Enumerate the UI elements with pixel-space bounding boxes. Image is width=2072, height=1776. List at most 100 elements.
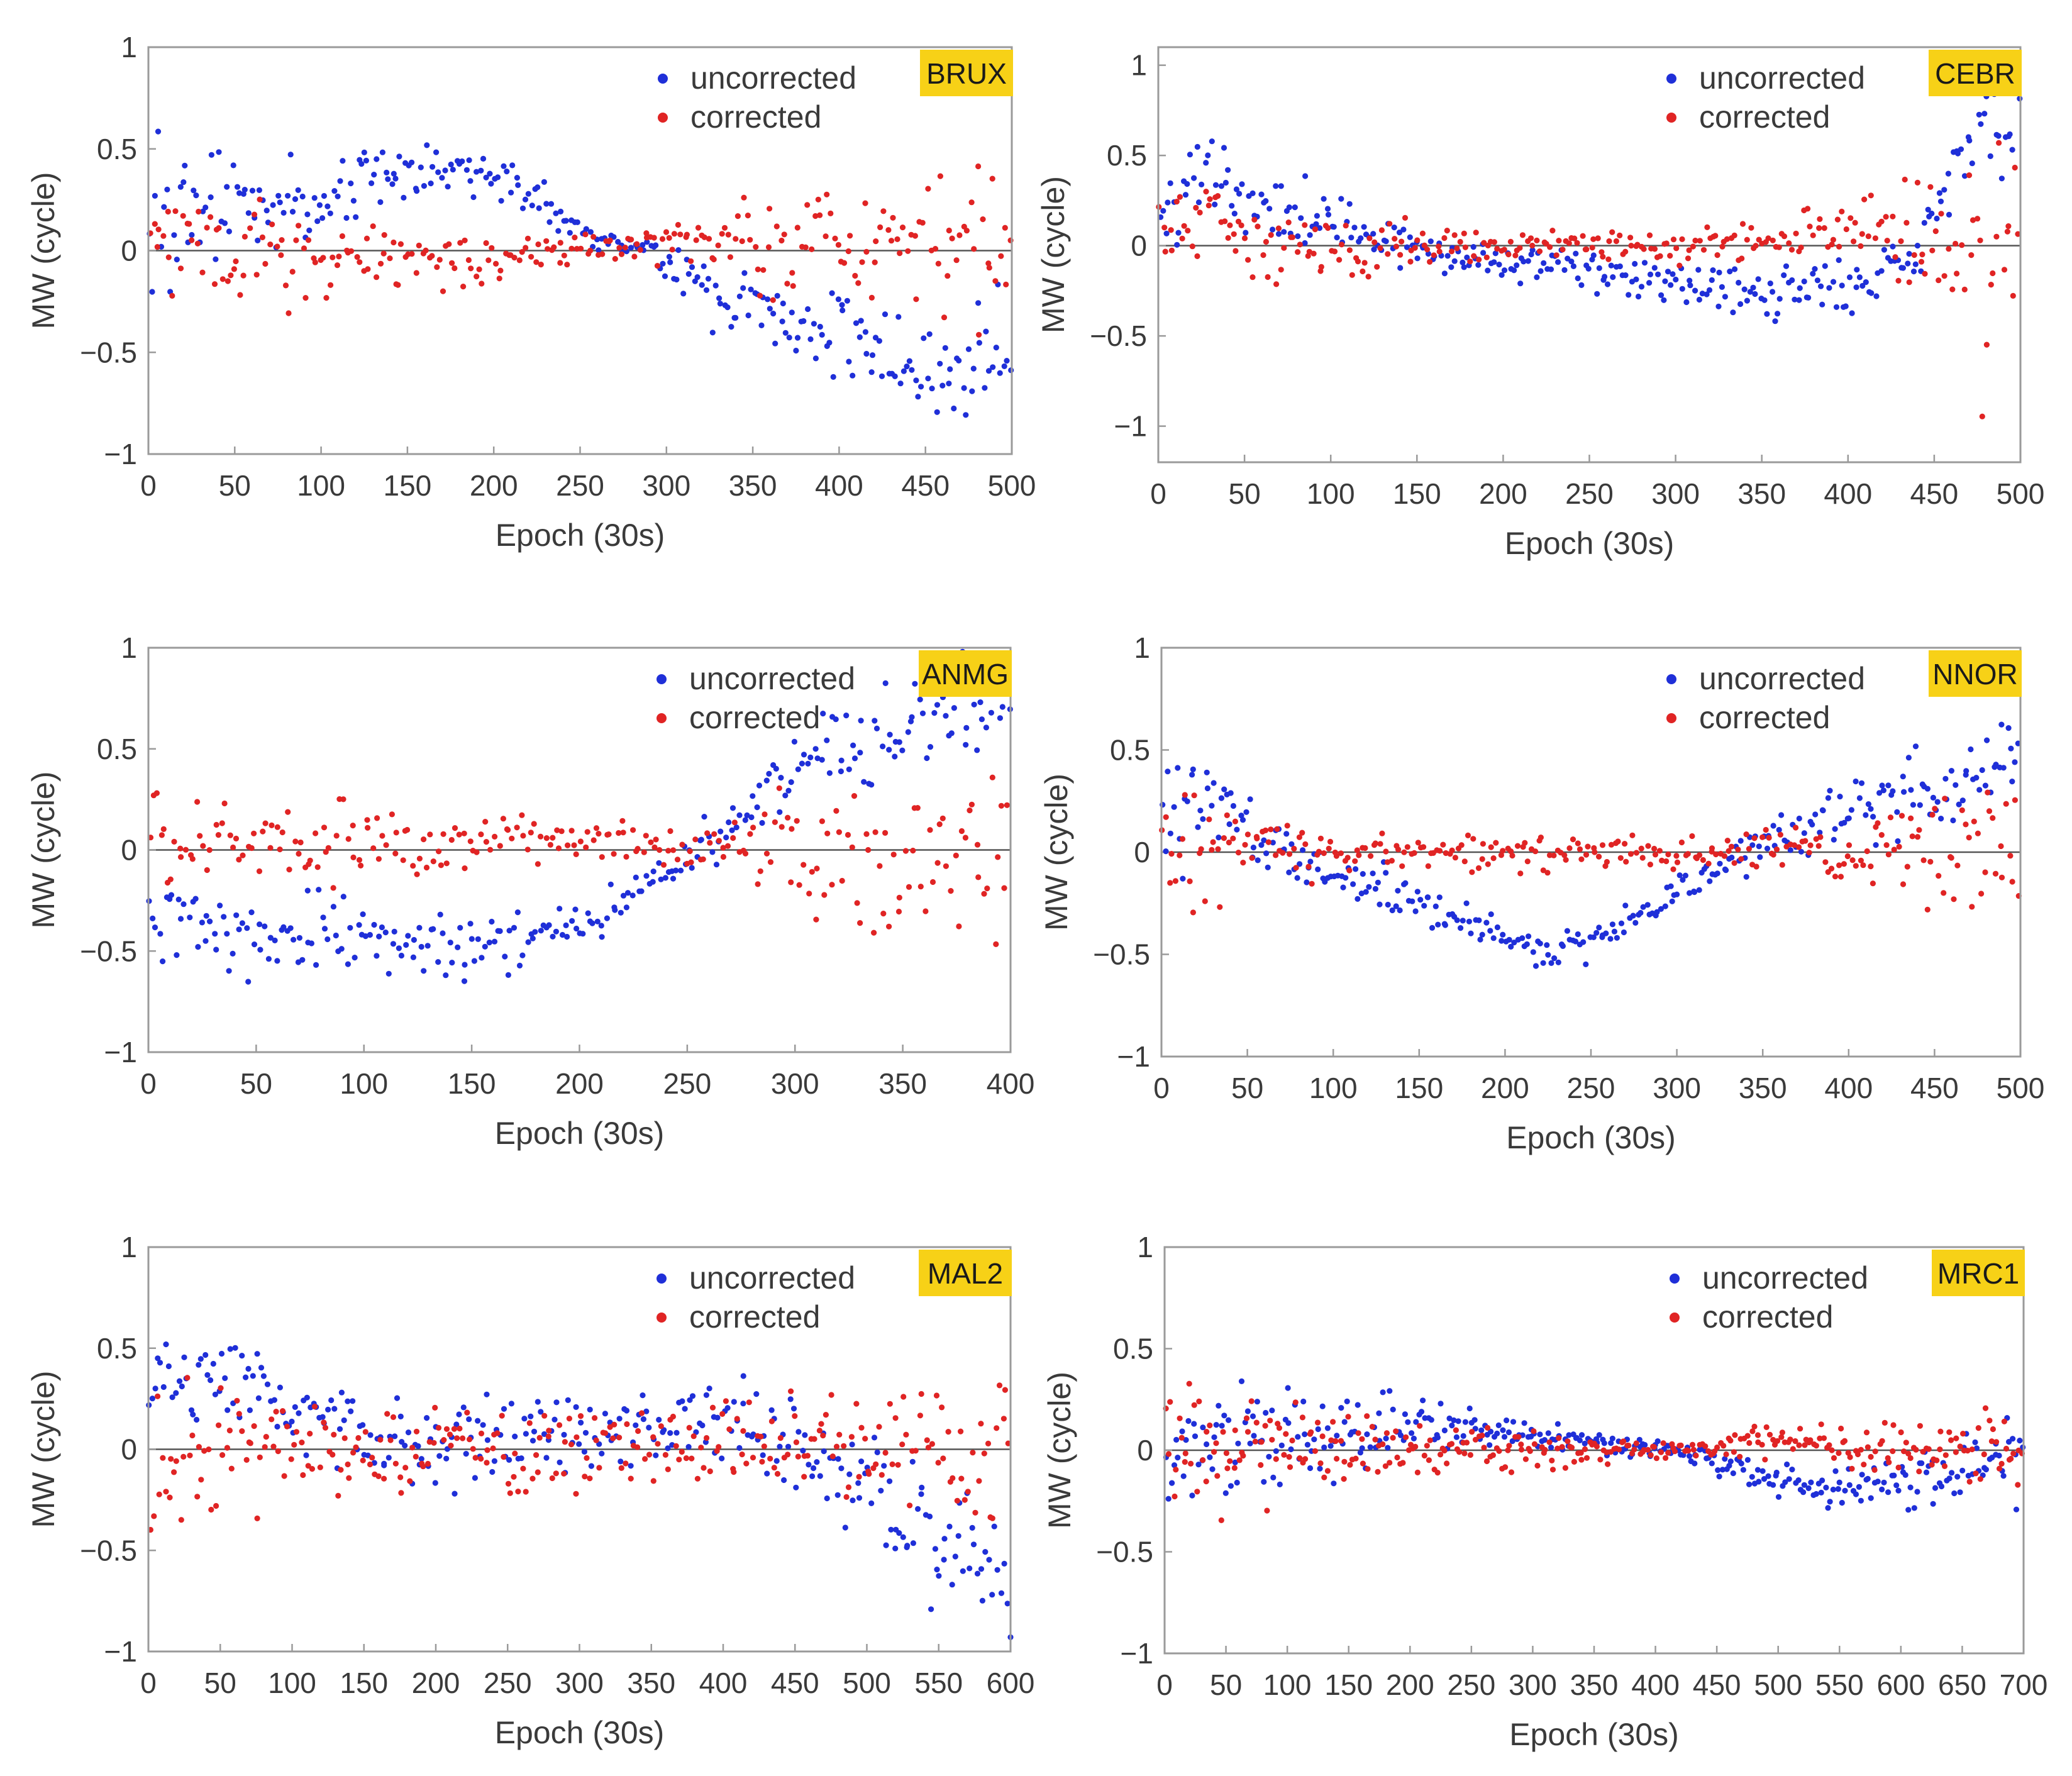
scatter-point-corrected	[956, 923, 962, 930]
scatter-point-uncorrected	[164, 186, 170, 192]
scatter-point-uncorrected	[1953, 782, 1959, 788]
scatter-point-corrected	[1424, 247, 1431, 253]
scatter-point-corrected	[910, 847, 916, 854]
scatter-point-corrected	[377, 260, 384, 267]
scatter-point-corrected	[701, 1465, 707, 1471]
scatter-point-corrected	[1440, 841, 1446, 848]
scatter-point-uncorrected	[509, 162, 516, 169]
y-tick-label: 1	[121, 31, 137, 64]
scatter-point-uncorrected	[926, 1513, 933, 1519]
scatter-point-uncorrected	[599, 934, 605, 940]
scatter-point-uncorrected	[709, 849, 716, 855]
scatter-point-corrected	[395, 282, 401, 288]
scatter-point-corrected	[331, 1431, 337, 1438]
scatter-point-uncorrected	[1405, 1419, 1411, 1425]
scatter-point-corrected	[197, 833, 203, 839]
scatter-point-corrected	[976, 331, 982, 338]
y-tick-label: 1	[1131, 49, 1147, 82]
scatter-point-corrected	[573, 851, 579, 857]
scatter-point-uncorrected	[1755, 276, 1761, 282]
scatter-point-corrected	[720, 853, 726, 860]
scatter-point-corrected	[1806, 850, 1812, 856]
scatter-point-uncorrected	[872, 718, 878, 724]
scatter-point-corrected	[1361, 260, 1368, 266]
scatter-point-uncorrected	[1500, 1427, 1506, 1433]
scatter-point-uncorrected	[484, 1391, 490, 1397]
scatter-point-corrected	[669, 247, 675, 253]
scatter-point-corrected	[1268, 232, 1274, 238]
scatter-point-uncorrected	[1578, 1432, 1585, 1438]
scatter-point-uncorrected	[1937, 198, 1944, 204]
scatter-point-uncorrected	[1796, 297, 1802, 303]
scatter-point-corrected	[958, 828, 965, 835]
scatter-point-corrected	[208, 214, 214, 220]
scatter-point-corrected	[226, 1428, 233, 1434]
scatter-point-uncorrected	[1288, 841, 1295, 847]
scatter-point-corrected	[1578, 1450, 1584, 1456]
scatter-point-uncorrected	[1945, 170, 1951, 177]
scatter-point-uncorrected	[1464, 254, 1470, 260]
scatter-point-uncorrected	[1197, 808, 1204, 814]
scatter-point-uncorrected	[1891, 1472, 1897, 1479]
scatter-point-corrected	[1206, 816, 1212, 823]
scatter-point-uncorrected	[1796, 815, 1802, 822]
scatter-point-corrected	[448, 836, 455, 843]
x-tick-label: 200	[412, 1667, 460, 1699]
scatter-point-corrected	[409, 1445, 416, 1451]
scatter-point-uncorrected	[1696, 887, 1702, 893]
scatter-point-uncorrected	[1637, 909, 1644, 916]
scatter-point-uncorrected	[1263, 850, 1270, 857]
scatter-point-uncorrected	[1846, 274, 1853, 280]
scatter-point-corrected	[1331, 248, 1338, 255]
scatter-point-corrected	[1295, 249, 1301, 255]
scatter-point-corrected	[1854, 1451, 1861, 1458]
scatter-point-corrected	[745, 213, 751, 219]
scatter-point-corrected	[1667, 253, 1673, 259]
scatter-point-uncorrected	[224, 1407, 231, 1413]
scatter-point-corrected	[1887, 814, 1894, 821]
x-tick-label: 150	[1324, 1668, 1373, 1701]
scatter-point-corrected	[1916, 1468, 1922, 1475]
scatter-point-uncorrected	[1647, 271, 1654, 277]
scatter-point-corrected	[404, 826, 411, 833]
scatter-point-corrected	[551, 244, 557, 250]
scatter-point-corrected	[1721, 853, 1727, 859]
scatter-point-uncorrected	[551, 1416, 558, 1423]
scatter-point-uncorrected	[855, 1480, 861, 1486]
scatter-point-corrected	[243, 1457, 250, 1463]
plot-area-frame	[1157, 46, 2022, 463]
scatter-point-corrected	[582, 231, 589, 238]
scatter-point-uncorrected	[1434, 1435, 1441, 1441]
scatter-point-corrected	[1796, 844, 1802, 850]
scatter-point-corrected	[719, 231, 725, 237]
scatter-point-corrected	[565, 842, 571, 848]
scatter-point-uncorrected	[1173, 1436, 1180, 1443]
y-tick-label: 0.5	[1110, 734, 1150, 767]
scatter-point-uncorrected	[546, 922, 552, 928]
scatter-point-corrected	[172, 208, 179, 214]
scatter-point-uncorrected	[222, 1375, 228, 1381]
scatter-point-uncorrected	[643, 1408, 650, 1414]
scatter-point-corrected	[876, 1424, 882, 1430]
scatter-point-corrected	[599, 251, 606, 257]
scatter-point-corrected	[971, 246, 977, 252]
scatter-point-corrected	[1585, 843, 1591, 850]
scatter-point-corrected	[1458, 842, 1465, 848]
scatter-point-corrected	[877, 863, 883, 869]
scatter-point-uncorrected	[487, 170, 493, 177]
scatter-point-corrected	[1254, 835, 1260, 841]
scatter-point-corrected	[416, 242, 422, 248]
scatter-point-uncorrected	[1957, 1489, 1963, 1496]
scatter-point-uncorrected	[289, 1418, 295, 1424]
scatter-point-uncorrected	[1981, 111, 1988, 117]
scatter-point-corrected	[2001, 1418, 2007, 1424]
scatter-point-corrected	[914, 805, 921, 811]
scatter-point-uncorrected	[662, 875, 668, 881]
scatter-point-uncorrected	[1741, 286, 1748, 292]
scatter-point-corrected	[1626, 1442, 1632, 1449]
scatter-point-uncorrected	[1180, 875, 1186, 882]
scatter-point-uncorrected	[1764, 845, 1771, 852]
scatter-point-corrected	[279, 829, 285, 836]
scatter-point-corrected	[1377, 245, 1383, 252]
